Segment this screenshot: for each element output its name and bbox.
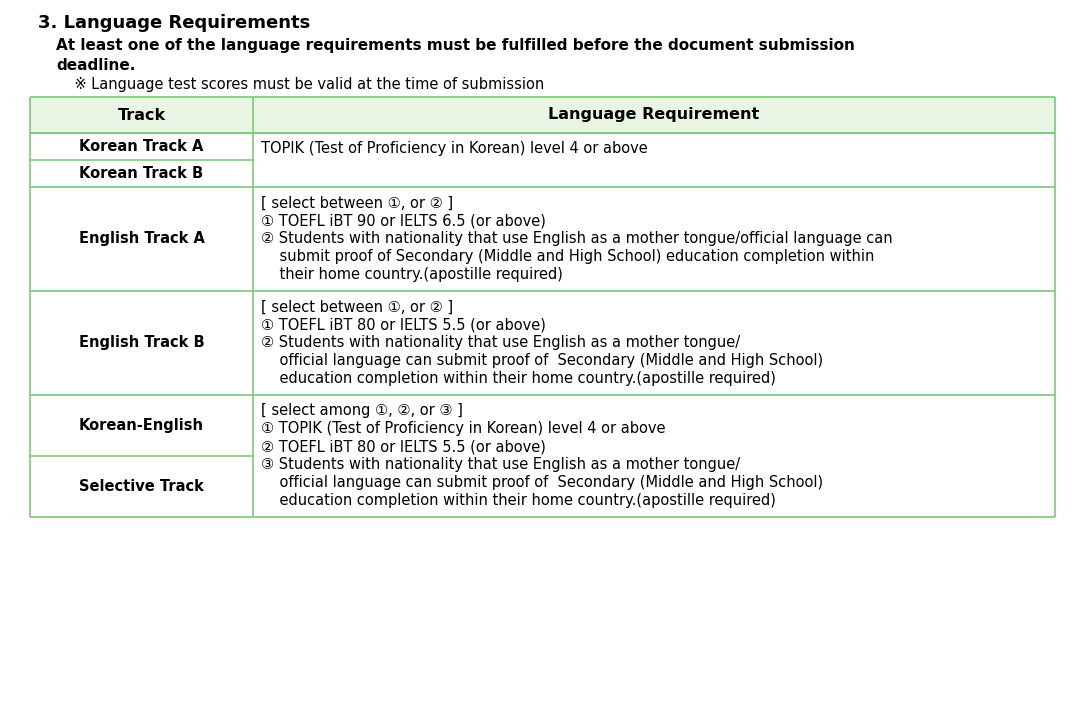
- Bar: [30, 395, 1055, 517]
- Bar: [30, 133, 1055, 187]
- Text: English Track B: English Track B: [79, 336, 204, 350]
- Text: [ select between ①, or ② ]: [ select between ①, or ② ]: [261, 299, 454, 314]
- Text: Track: Track: [118, 108, 165, 122]
- Text: English Track A: English Track A: [79, 232, 204, 247]
- Text: Language Requirement: Language Requirement: [549, 108, 759, 122]
- Text: Selective Track: Selective Track: [79, 479, 204, 494]
- Bar: [30, 187, 1055, 291]
- Bar: [30, 97, 1055, 133]
- Text: ① TOEFL iBT 80 or IELTS 5.5 (or above): ① TOEFL iBT 80 or IELTS 5.5 (or above): [261, 317, 545, 333]
- Text: ② Students with nationality that use English as a mother tongue/official languag: ② Students with nationality that use Eng…: [261, 232, 893, 247]
- Text: 3. Language Requirements: 3. Language Requirements: [38, 14, 310, 32]
- Text: [ select between ①, or ② ]: [ select between ①, or ② ]: [261, 196, 454, 210]
- Text: education completion within their home country.(apostille required): education completion within their home c…: [261, 371, 775, 387]
- Text: [ select among ①, ②, or ③ ]: [ select among ①, ②, or ③ ]: [261, 403, 463, 419]
- Text: ② TOEFL iBT 80 or IELTS 5.5 (or above): ② TOEFL iBT 80 or IELTS 5.5 (or above): [261, 440, 545, 454]
- Text: education completion within their home country.(apostille required): education completion within their home c…: [261, 494, 775, 508]
- Text: their home country.(apostille required): their home country.(apostille required): [261, 267, 563, 282]
- Text: TOPIK (Test of Proficiency in Korean) level 4 or above: TOPIK (Test of Proficiency in Korean) le…: [261, 141, 648, 157]
- Text: Korean Track A: Korean Track A: [79, 139, 204, 154]
- Text: official language can submit proof of  Secondary (Middle and High School): official language can submit proof of Se…: [261, 354, 823, 368]
- Text: ① TOEFL iBT 90 or IELTS 6.5 (or above): ① TOEFL iBT 90 or IELTS 6.5 (or above): [261, 213, 545, 229]
- Text: ※ Language test scores must be valid at the time of submission: ※ Language test scores must be valid at …: [56, 77, 544, 92]
- Text: deadline.: deadline.: [56, 58, 135, 73]
- Text: official language can submit proof of  Secondary (Middle and High School): official language can submit proof of Se…: [261, 475, 823, 491]
- Bar: [30, 291, 1055, 395]
- Text: Korean Track B: Korean Track B: [80, 166, 203, 181]
- Text: submit proof of Secondary (Middle and High School) education completion within: submit proof of Secondary (Middle and Hi…: [261, 250, 875, 264]
- Text: Korean-English: Korean-English: [79, 418, 204, 433]
- Text: At least one of the language requirements must be fulfilled before the document : At least one of the language requirement…: [56, 38, 855, 53]
- Text: ① TOPIK (Test of Proficiency in Korean) level 4 or above: ① TOPIK (Test of Proficiency in Korean) …: [261, 422, 665, 437]
- Text: ② Students with nationality that use English as a mother tongue/: ② Students with nationality that use Eng…: [261, 336, 740, 350]
- Text: ③ Students with nationality that use English as a mother tongue/: ③ Students with nationality that use Eng…: [261, 457, 740, 472]
